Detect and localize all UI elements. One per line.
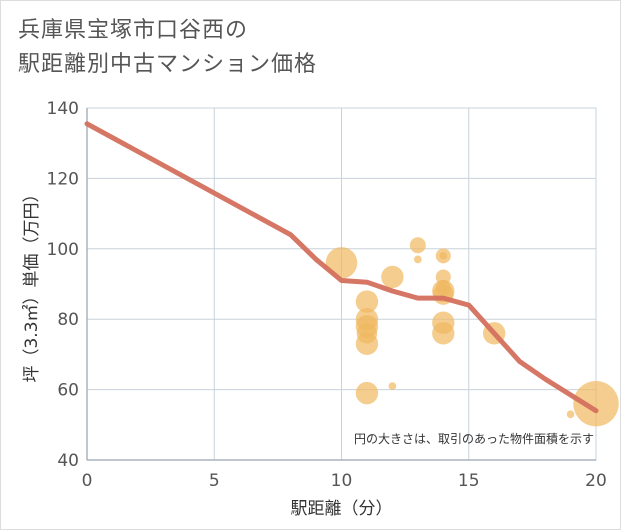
y-tick-label: 60: [57, 381, 79, 401]
data-point: [566, 410, 575, 419]
x-tick-label: 5: [209, 471, 220, 491]
trend-line-group: [84, 121, 599, 414]
x-tick-label: 0: [82, 471, 93, 491]
data-point: [355, 332, 379, 356]
chart-title-line1: 兵庫県宝塚市口谷西の: [18, 18, 249, 43]
chart-title-line2: 駅距離別中古マンション価格: [18, 52, 318, 77]
x-tick-label: 20: [585, 471, 607, 491]
data-point: [439, 252, 448, 260]
y-axis-title: 坪（3.3㎡）単価（万円）: [22, 185, 42, 382]
chart-title: 兵庫県宝塚市口谷西の 駅距離別中古マンション価格: [18, 14, 317, 82]
y-tick-label: 80: [57, 310, 79, 330]
trend-line: [84, 121, 599, 414]
data-point: [432, 322, 455, 345]
x-axis-title: 駅距離（分）: [291, 499, 393, 519]
y-tick-label: 40: [57, 451, 79, 471]
data-point: [388, 382, 397, 390]
data-point: [355, 290, 379, 313]
x-tick-label: 15: [458, 471, 480, 491]
size-note: 円の大きさは、取引のあった物件面積を示す: [354, 431, 594, 446]
grid-lines: [86, 107, 597, 461]
data-point: [414, 255, 422, 264]
scatter-points: [325, 237, 619, 427]
data-point: [409, 237, 426, 254]
data-point: [381, 265, 404, 289]
axis-ticks: 0 5 10 15 20 40 60 80 100 120 140: [47, 99, 607, 491]
data-point: [355, 381, 379, 405]
x-tick-label: 10: [331, 471, 353, 491]
y-tick-label: 140: [47, 99, 79, 119]
y-tick-label: 100: [47, 240, 79, 260]
data-point: [573, 380, 619, 427]
y-tick-label: 120: [47, 169, 79, 189]
